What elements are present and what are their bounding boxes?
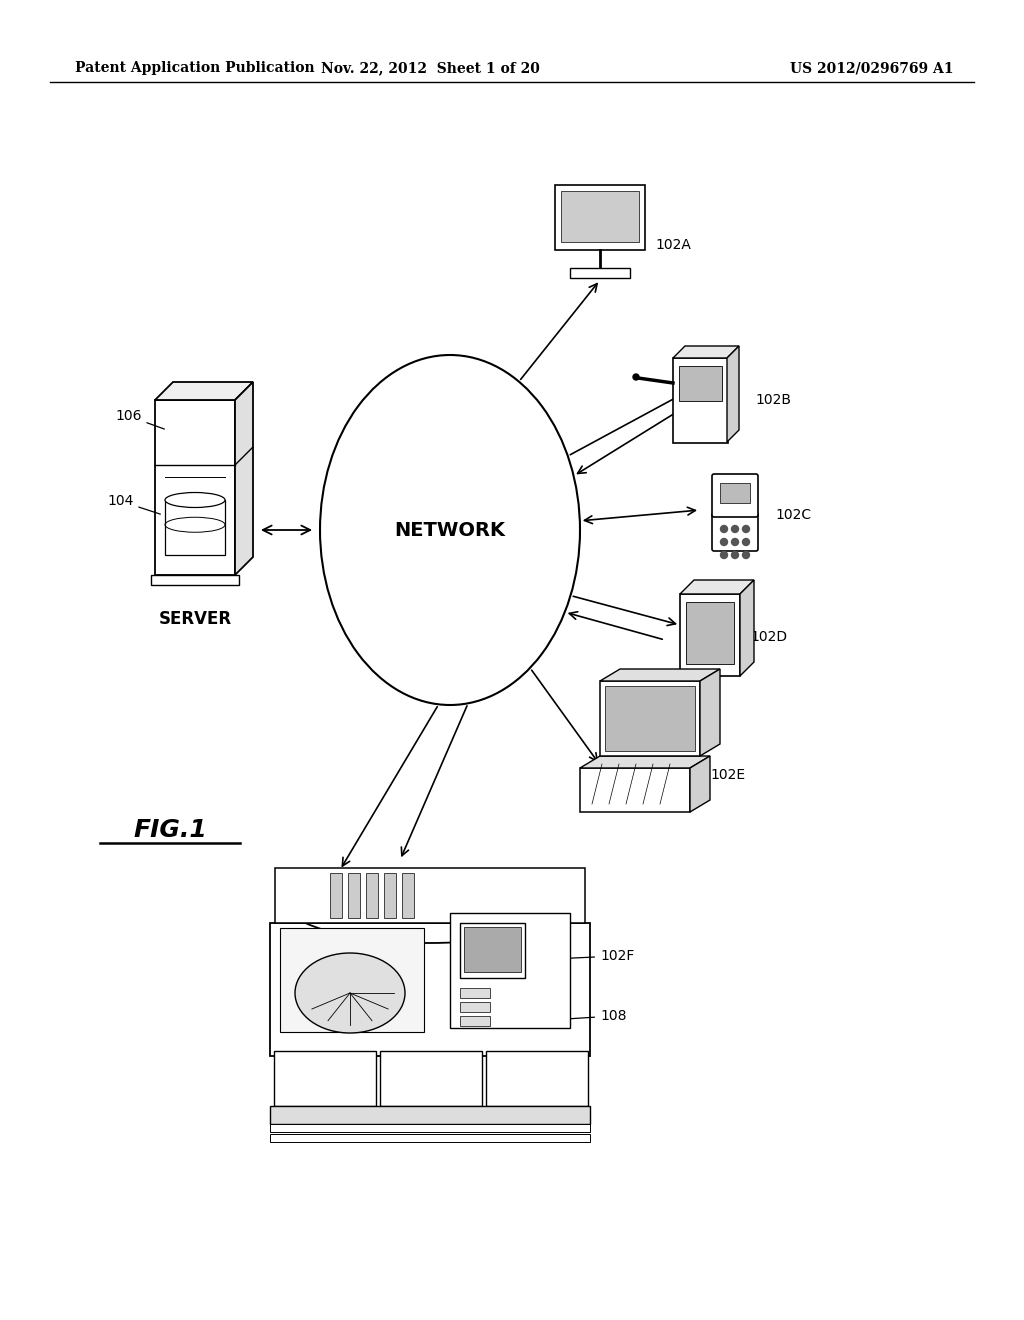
Circle shape xyxy=(633,374,639,380)
Text: SERVER: SERVER xyxy=(159,610,231,628)
Circle shape xyxy=(742,539,750,545)
FancyBboxPatch shape xyxy=(555,185,645,249)
FancyBboxPatch shape xyxy=(270,1125,590,1133)
FancyBboxPatch shape xyxy=(270,1134,590,1142)
Text: Nov. 22, 2012  Sheet 1 of 20: Nov. 22, 2012 Sheet 1 of 20 xyxy=(321,61,540,75)
Ellipse shape xyxy=(319,355,580,705)
Text: 102F: 102F xyxy=(532,949,635,964)
Circle shape xyxy=(742,525,750,532)
FancyBboxPatch shape xyxy=(486,1051,588,1106)
Text: 102C: 102C xyxy=(775,508,811,521)
Text: FIG.1: FIG.1 xyxy=(133,818,207,842)
Circle shape xyxy=(731,525,738,532)
FancyBboxPatch shape xyxy=(680,594,740,676)
Polygon shape xyxy=(605,686,695,751)
Circle shape xyxy=(721,552,727,558)
Text: 102A: 102A xyxy=(655,238,691,252)
Text: 106: 106 xyxy=(115,409,165,429)
Polygon shape xyxy=(740,579,754,676)
Circle shape xyxy=(731,539,738,545)
Polygon shape xyxy=(700,669,720,756)
Polygon shape xyxy=(580,756,710,768)
FancyBboxPatch shape xyxy=(330,873,342,917)
FancyBboxPatch shape xyxy=(460,987,490,998)
FancyBboxPatch shape xyxy=(460,923,525,978)
FancyBboxPatch shape xyxy=(460,1016,490,1026)
Text: Patent Application Publication: Patent Application Publication xyxy=(75,61,314,75)
Polygon shape xyxy=(600,681,700,756)
Polygon shape xyxy=(690,756,710,812)
Polygon shape xyxy=(727,346,739,442)
Text: US 2012/0296769 A1: US 2012/0296769 A1 xyxy=(790,61,953,75)
FancyBboxPatch shape xyxy=(270,1106,590,1125)
Circle shape xyxy=(742,552,750,558)
Circle shape xyxy=(721,539,727,545)
Polygon shape xyxy=(673,346,739,358)
Text: 102D: 102D xyxy=(750,630,787,644)
FancyBboxPatch shape xyxy=(380,1051,482,1106)
FancyBboxPatch shape xyxy=(712,474,758,517)
FancyBboxPatch shape xyxy=(686,602,734,664)
Polygon shape xyxy=(600,669,720,681)
Ellipse shape xyxy=(295,953,406,1034)
FancyBboxPatch shape xyxy=(464,927,521,972)
Polygon shape xyxy=(580,768,690,812)
FancyBboxPatch shape xyxy=(460,1002,490,1012)
Circle shape xyxy=(731,552,738,558)
FancyBboxPatch shape xyxy=(384,873,396,917)
FancyBboxPatch shape xyxy=(673,358,728,444)
FancyBboxPatch shape xyxy=(720,483,750,503)
Polygon shape xyxy=(680,579,754,594)
Text: 104: 104 xyxy=(106,494,161,513)
FancyBboxPatch shape xyxy=(570,268,630,279)
FancyBboxPatch shape xyxy=(274,1051,376,1106)
Text: 102E: 102E xyxy=(710,768,745,781)
FancyBboxPatch shape xyxy=(450,913,570,1027)
FancyBboxPatch shape xyxy=(270,923,590,1056)
FancyBboxPatch shape xyxy=(712,513,758,550)
Circle shape xyxy=(721,525,727,532)
FancyBboxPatch shape xyxy=(275,869,585,923)
FancyBboxPatch shape xyxy=(366,873,378,917)
FancyBboxPatch shape xyxy=(165,500,225,554)
Polygon shape xyxy=(234,381,253,576)
FancyBboxPatch shape xyxy=(151,576,239,585)
FancyBboxPatch shape xyxy=(155,400,234,576)
Polygon shape xyxy=(155,381,253,400)
FancyBboxPatch shape xyxy=(402,873,414,917)
Text: 102B: 102B xyxy=(755,393,791,407)
FancyBboxPatch shape xyxy=(561,191,639,242)
FancyBboxPatch shape xyxy=(679,366,722,401)
FancyBboxPatch shape xyxy=(280,928,424,1032)
Ellipse shape xyxy=(165,492,225,507)
Text: NETWORK: NETWORK xyxy=(394,520,506,540)
FancyBboxPatch shape xyxy=(348,873,360,917)
Text: 108: 108 xyxy=(553,1008,627,1023)
